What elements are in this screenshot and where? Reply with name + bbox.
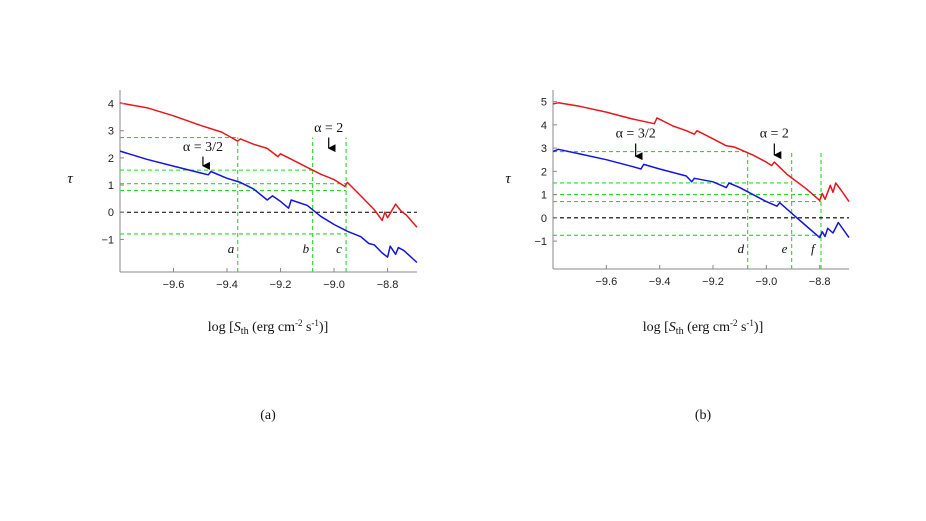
guide-label-b: b [303, 241, 310, 256]
x-axis-title-part: )] [754, 320, 763, 335]
annotation-label: α = 2 [314, 121, 343, 136]
x-axis-title-part: -1 [746, 318, 754, 328]
annotation-label: α = 3/2 [183, 140, 223, 155]
y-tick-label: 3 [108, 126, 114, 138]
guide-label-c: c [336, 241, 342, 256]
y-tick-label: 4 [541, 120, 547, 132]
y-axis-title: τ [505, 171, 511, 187]
x-tick-label: −9.4 [649, 276, 671, 288]
x-tick-label: −9.6 [595, 276, 617, 288]
y-tick-label: 5 [541, 97, 547, 109]
y-tick-label: 2 [108, 153, 114, 165]
guide-label-f: f [811, 241, 817, 256]
y-tick-label: 1 [108, 180, 114, 192]
y-tick-label: 3 [541, 143, 547, 155]
x-tick-label: −9.0 [755, 276, 777, 288]
panel-label: (b) [695, 408, 712, 423]
y-tick-label: 4 [108, 99, 114, 111]
x-axis-title: log [Sth (erg cm-2 s-1)] [208, 318, 329, 337]
x-axis-title-part: S [669, 320, 676, 335]
y-tick-label: 0 [108, 207, 114, 219]
x-axis-title-part: )] [319, 320, 328, 335]
x-axis-title-part: -2 [730, 318, 738, 328]
annotation-label: α = 3/2 [616, 127, 656, 142]
panel-label: (a) [260, 408, 276, 423]
series-alpha-2-line [552, 102, 850, 203]
x-axis-title-part: log [ [208, 320, 234, 335]
annotation-label: α = 2 [760, 127, 789, 142]
x-axis-title-part: s [302, 320, 311, 335]
x-tick-label: −8.8 [377, 279, 399, 291]
x-tick-label: −9.2 [270, 279, 292, 291]
guide-label-a: a [228, 241, 235, 256]
series-alpha-2-line [119, 102, 418, 228]
x-axis-title-part: s [737, 320, 746, 335]
y-tick-label: 0 [541, 213, 547, 225]
y-tick-label: −1 [101, 234, 114, 246]
x-axis-title-part: (erg cm [684, 320, 730, 335]
series-alpha-3-2-line [119, 150, 418, 264]
chart-panel-a: a b c −9.6 −9.4 −9.2 −9.0 −8.8 4 3 2 1 0 −1 α = 3/2 α =… [67, 90, 418, 423]
x-axis-title-part: th [676, 326, 684, 337]
x-axis-title-part: -2 [295, 318, 303, 328]
guide-label-e: e [782, 241, 788, 256]
x-axis-title-part: th [241, 326, 249, 337]
y-tick-label: −1 [534, 236, 547, 248]
y-axis-title: τ [67, 171, 73, 187]
guide-label-d: d [738, 241, 745, 256]
x-tick-label: −9.6 [163, 279, 185, 291]
x-tick-label: −9.2 [702, 276, 724, 288]
x-tick-label: −9.4 [216, 279, 238, 291]
x-axis-title: log [Sth (erg cm-2 s-1)] [643, 318, 764, 337]
x-axis-title-part: log [ [643, 320, 669, 335]
chart-panel-b: d e f −9.6 −9.4 −9.2 −9.0 −8.8 5 4 3 2 1 0 −1 α = 3/2 α … [505, 90, 850, 423]
x-axis-title-part: (erg cm [249, 320, 295, 335]
x-tick-label: −9.0 [323, 279, 345, 291]
x-tick-label: −8.8 [809, 276, 831, 288]
y-tick-label: 2 [541, 166, 547, 178]
x-axis-title-part: -1 [311, 318, 319, 328]
series-alpha-3-2-line [552, 148, 850, 239]
x-axis-title-part: S [234, 320, 241, 335]
y-tick-label: 1 [541, 190, 547, 202]
